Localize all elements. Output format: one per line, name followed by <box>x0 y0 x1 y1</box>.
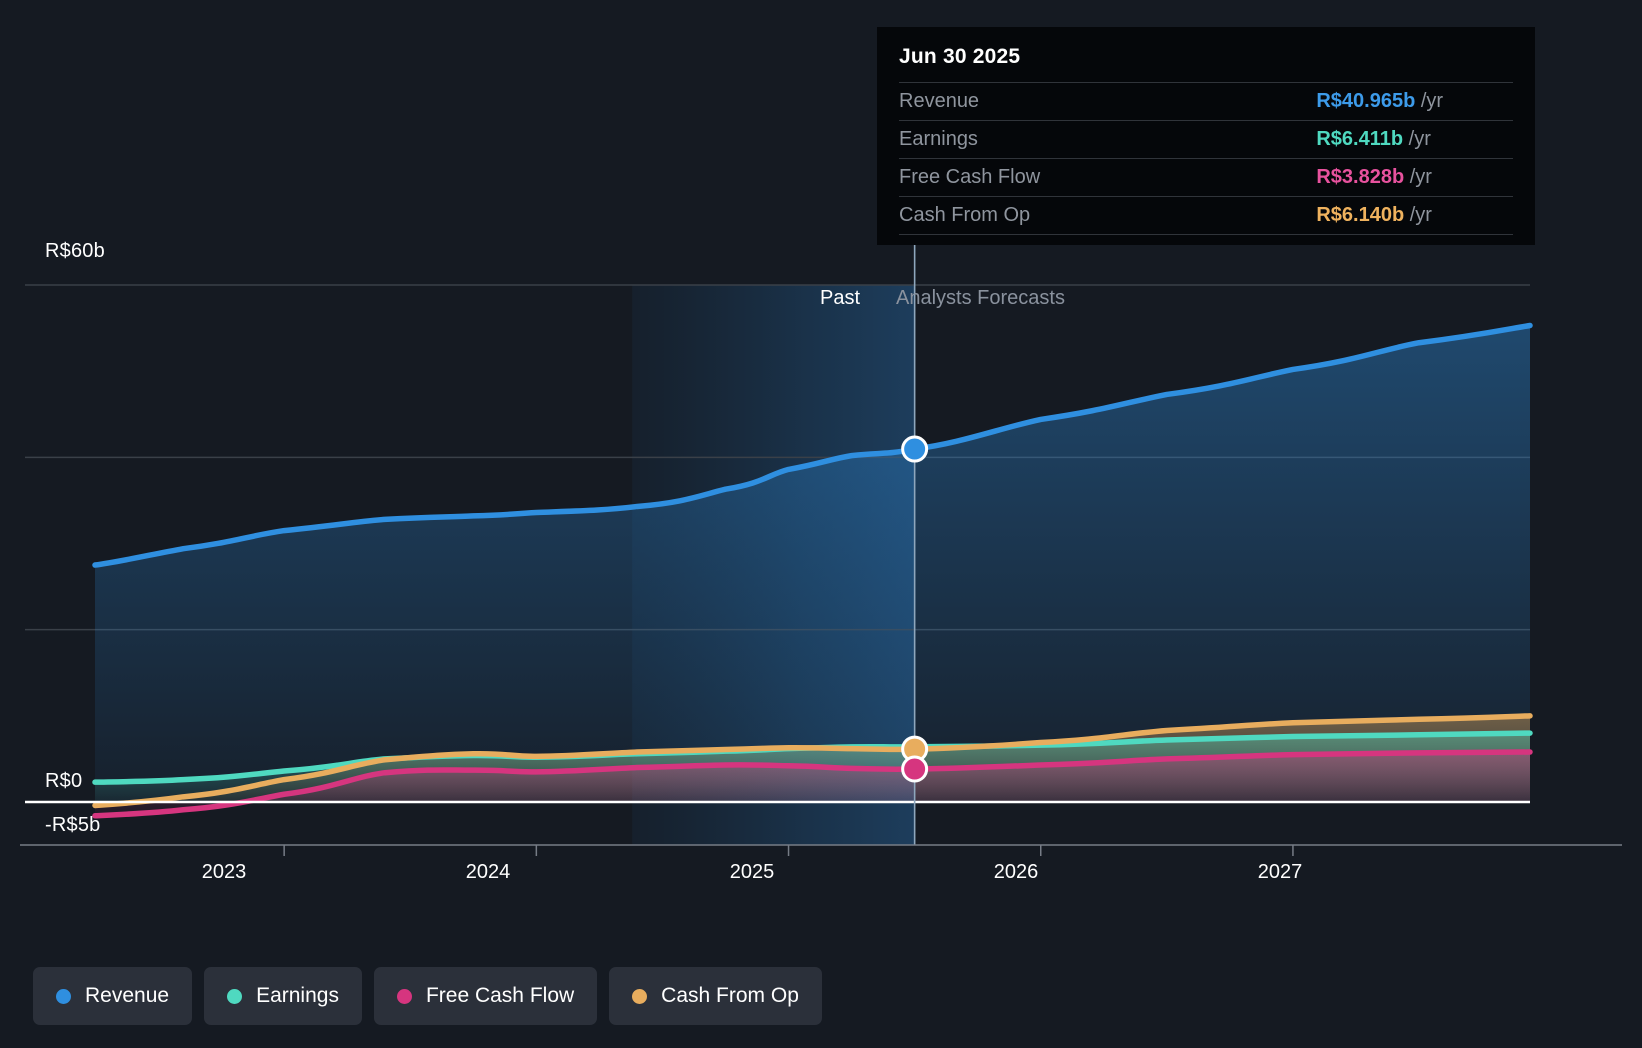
analysts-forecasts-label: Analysts Forecasts <box>896 287 1065 309</box>
x-axis-label-2023: 2023 <box>201 861 247 883</box>
line-free-cash-flow <box>92 749 1533 819</box>
x-axis-label-2025: 2025 <box>729 861 775 883</box>
tooltip-number-free-cash-flow: R$3.828b <box>1316 166 1405 188</box>
tooltip-unit-revenue: /yr <box>1420 90 1444 112</box>
legend-dot-free-cash-flow-icon <box>396 988 412 1004</box>
tooltip-panel: Jun 30 2025 Revenue R$40.965b /yr Earnin… <box>877 27 1535 245</box>
legend-item-revenue[interactable]: Revenue <box>33 967 193 1025</box>
legend-item-earnings[interactable]: Earnings <box>204 967 362 1025</box>
tooltip-number-earnings: R$6.411b <box>1316 128 1404 150</box>
line-revenue <box>92 322 1533 568</box>
tooltip-label-free-cash-flow: Free Cash Flow <box>899 158 1067 197</box>
tooltip-row-cash-from-op: Cash From Op R$6.140b /yr <box>899 196 1513 235</box>
legend-label-free-cash-flow: Free Cash Flow <box>425 984 575 1007</box>
tooltip-number-cash-from-op: R$6.140b <box>1316 204 1405 226</box>
tooltip-row-revenue: Revenue R$40.965b /yr <box>899 82 1513 121</box>
y-axis-label-zero: R$0 <box>45 770 83 792</box>
tooltip-value-revenue: R$40.965b /yr <box>1066 82 1513 121</box>
tooltip-value-earnings: R$6.411b /yr <box>1066 120 1513 159</box>
legend-label-earnings: Earnings <box>256 984 339 1007</box>
tooltip-value-cash-from-op: R$6.140b /yr <box>1066 196 1513 235</box>
x-axis-label-2027: 2027 <box>1257 861 1303 883</box>
legend-item-free-cash-flow[interactable]: Free Cash Flow <box>373 967 598 1025</box>
x-axis-label-2024: 2024 <box>465 861 511 883</box>
tooltip-date: Jun 30 2025 <box>899 45 1021 68</box>
legend-label-revenue: Revenue <box>85 984 170 1007</box>
past-label: Past <box>820 287 861 309</box>
marker-free-cash-flow <box>901 755 929 783</box>
tooltip-unit-cash-from-op: /yr <box>1409 204 1432 226</box>
tooltip-label-revenue: Revenue <box>899 82 1067 121</box>
y-axis-label-top: R$60b <box>45 240 105 262</box>
marker-revenue <box>901 435 929 463</box>
chart-legend: Revenue Earnings Free Cash Flow Cash Fro… <box>33 967 822 1025</box>
legend-dot-cash-from-op-icon <box>632 988 648 1004</box>
y-axis-label-bottom: -R$5b <box>45 814 101 836</box>
line-cash-from-op <box>92 713 1533 809</box>
tooltip-unit-earnings: /yr <box>1408 128 1431 150</box>
legend-dot-earnings-icon <box>227 988 243 1004</box>
legend-dot-revenue-icon <box>56 988 71 1004</box>
area-free-cash-flow <box>95 752 1530 816</box>
tooltip-row-free-cash-flow: Free Cash Flow R$3.828b /yr <box>899 158 1513 197</box>
tooltip-row-earnings: Earnings R$6.411b /yr <box>899 120 1513 159</box>
tooltip-value-free-cash-flow: R$3.828b /yr <box>1066 158 1513 197</box>
legend-item-cash-from-op[interactable]: Cash From Op <box>609 967 822 1025</box>
tooltip-table: Revenue R$40.965b /yr Earnings R$6.411b … <box>899 82 1513 235</box>
area-revenue <box>95 325 1530 802</box>
tooltip-unit-free-cash-flow: /yr <box>1409 166 1432 188</box>
tooltip-label-earnings: Earnings <box>899 120 1067 159</box>
tooltip-label-cash-from-op: Cash From Op <box>899 196 1067 235</box>
legend-label-cash-from-op: Cash From Op <box>661 984 799 1007</box>
x-axis-label-2026: 2026 <box>993 861 1039 883</box>
tooltip-number-revenue: R$40.965b <box>1316 90 1416 112</box>
